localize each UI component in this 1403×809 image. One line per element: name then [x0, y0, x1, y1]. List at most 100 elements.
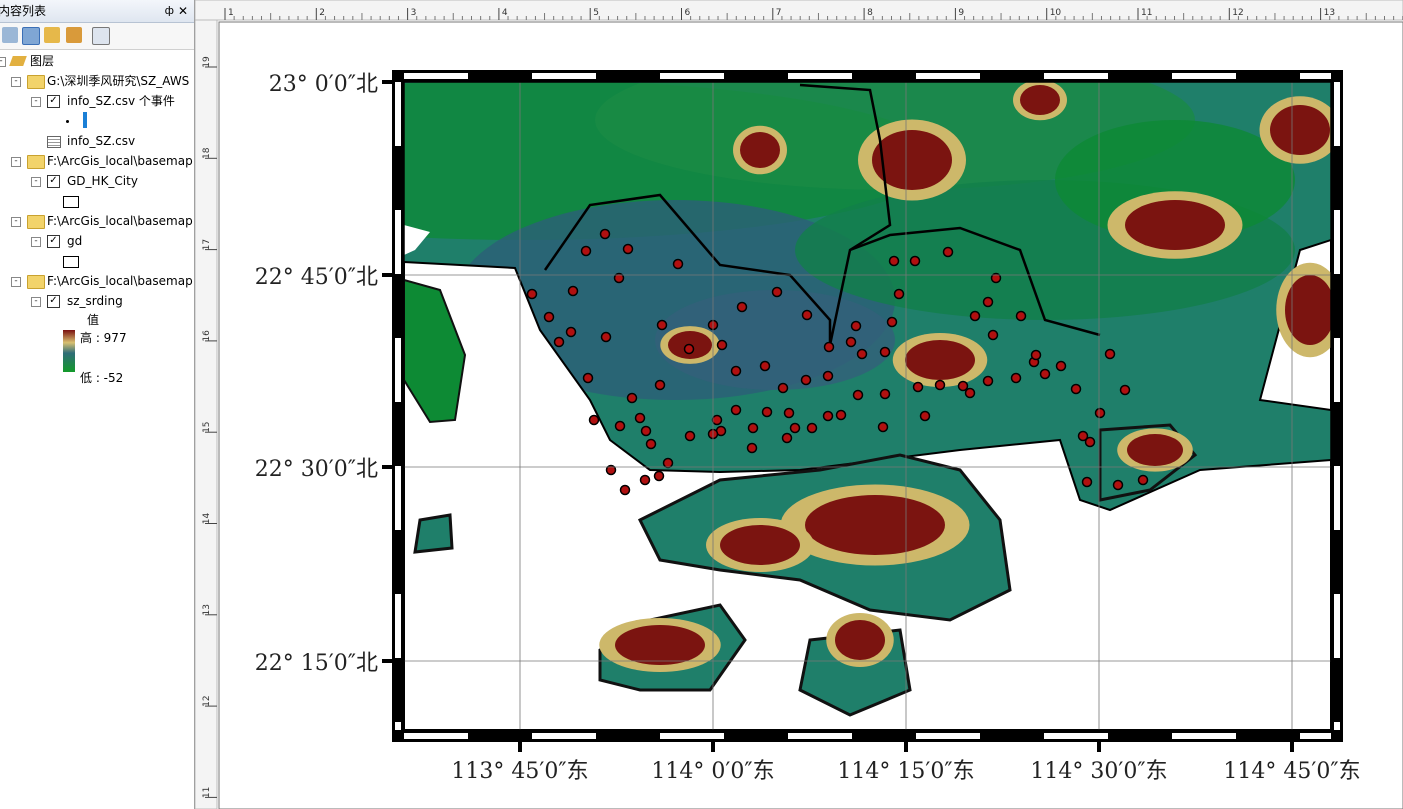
ruler-label: 10	[1050, 8, 1062, 18]
tree-item[interactable]: info_SZ.csv 个事件	[67, 94, 175, 108]
station-point	[886, 316, 898, 328]
station-point	[567, 285, 579, 297]
panel-title: 内容列表	[0, 4, 47, 18]
map-frame: 23° 0′0″北 22° 45′0″北 22° 30′0″北 22° 15′0″北 1…	[255, 70, 1361, 784]
station-point	[1077, 430, 1089, 442]
list-by-source[interactable]	[22, 27, 40, 45]
pin-button[interactable]: ф	[164, 4, 174, 17]
station-point	[711, 414, 723, 426]
ruler-label: 4	[502, 8, 508, 18]
hill-core	[1270, 105, 1330, 155]
expander[interactable]: -	[31, 237, 41, 247]
station-point	[777, 382, 789, 394]
station-point	[822, 370, 834, 382]
station-point	[982, 375, 994, 387]
expander[interactable]: -	[0, 57, 6, 67]
station-point	[662, 457, 674, 469]
expander[interactable]: -	[31, 177, 41, 187]
station-point	[852, 389, 864, 401]
tree-item[interactable]: info_SZ.csv	[67, 134, 136, 148]
ruler-label: 19	[202, 56, 212, 68]
station-point	[801, 309, 813, 321]
lon-label: 114° 0′0″东	[651, 759, 774, 784]
layer-checkbox[interactable]: ✓	[47, 295, 60, 308]
border-cell	[660, 733, 724, 739]
hill-core	[1020, 85, 1060, 115]
station-point	[1070, 383, 1082, 395]
lon-label: 114° 45′0″东	[1223, 759, 1360, 784]
station-point	[639, 474, 651, 486]
hill-core	[720, 525, 800, 565]
station-point	[634, 412, 646, 424]
tree-item[interactable]: GD_HK_City	[67, 174, 138, 188]
hill-core	[905, 340, 975, 380]
layer-checkbox[interactable]: ✓	[47, 175, 60, 188]
folder-icon	[27, 215, 45, 229]
list-by-selection[interactable]	[66, 27, 82, 43]
toc-toolbar	[0, 23, 194, 50]
tree-item[interactable]: 值	[87, 313, 100, 327]
tree-item[interactable]: 高 : 977	[80, 331, 127, 345]
expander[interactable]: -	[11, 77, 21, 87]
options[interactable]	[92, 27, 110, 45]
border-cell	[1334, 210, 1340, 274]
station-point	[716, 339, 728, 351]
ruler-label: 6	[685, 8, 691, 18]
expander[interactable]: -	[31, 97, 41, 107]
lat-label: 23° 0′0″北	[269, 72, 378, 97]
expander[interactable]: -	[31, 297, 41, 307]
station-point	[893, 288, 905, 300]
border-cell	[395, 466, 401, 530]
tree-item[interactable]: G:\深圳季风研究\SZ_AWS	[47, 74, 190, 88]
border-cell	[404, 733, 468, 739]
station-point	[982, 296, 994, 308]
list-by-drawing-order[interactable]	[2, 27, 18, 43]
sea	[404, 225, 430, 255]
station-point	[543, 311, 555, 323]
lat-label: 22° 15′0″北	[255, 651, 378, 676]
station-point	[599, 228, 611, 240]
station-point	[626, 392, 638, 404]
station-point	[761, 406, 773, 418]
border-cell	[1334, 82, 1340, 146]
expander[interactable]: -	[11, 217, 21, 227]
tree-item[interactable]: 图层	[30, 54, 55, 68]
lat-label: 22° 30′0″北	[255, 457, 378, 482]
tree-item[interactable]: F:\ArcGis_local\basemap	[47, 274, 193, 288]
folder-icon	[27, 275, 45, 289]
layer-checkbox[interactable]: ✓	[47, 95, 60, 108]
station-point	[684, 430, 696, 442]
expander[interactable]: -	[11, 157, 21, 167]
left-ruler	[195, 19, 218, 809]
station-point	[1030, 349, 1042, 361]
island	[413, 513, 454, 554]
station-point	[730, 365, 742, 377]
border-cell	[395, 594, 401, 658]
tree-item[interactable]: sz_srding	[67, 294, 123, 308]
station-point	[879, 388, 891, 400]
list-by-visibility[interactable]	[44, 27, 60, 43]
station-point	[1015, 310, 1027, 322]
tree-item[interactable]: F:\ArcGis_local\basemap	[47, 214, 193, 228]
ruler-label: 3	[411, 8, 417, 18]
layer-checkbox[interactable]: ✓	[47, 235, 60, 248]
border-cell	[532, 73, 596, 79]
folder-icon	[27, 75, 45, 89]
top-ruler	[195, 0, 1403, 21]
station-point	[1055, 360, 1067, 372]
poly-symbol	[63, 256, 79, 268]
tree-item[interactable]: gd	[67, 234, 83, 248]
station-point	[1081, 476, 1093, 488]
ruler-label: 11	[202, 787, 212, 798]
neatline-inner	[403, 81, 1332, 731]
station-point	[683, 343, 695, 355]
tree-item[interactable]: F:\ArcGis_local\basemap	[47, 154, 193, 168]
station-point	[919, 410, 931, 422]
close-button[interactable]: ✕	[177, 4, 188, 18]
expander[interactable]: -	[11, 277, 21, 287]
border-cell	[395, 210, 401, 274]
border-cell	[1334, 594, 1340, 658]
tree-item[interactable]: 低 : -52	[80, 371, 124, 385]
layers-icon	[9, 56, 27, 66]
